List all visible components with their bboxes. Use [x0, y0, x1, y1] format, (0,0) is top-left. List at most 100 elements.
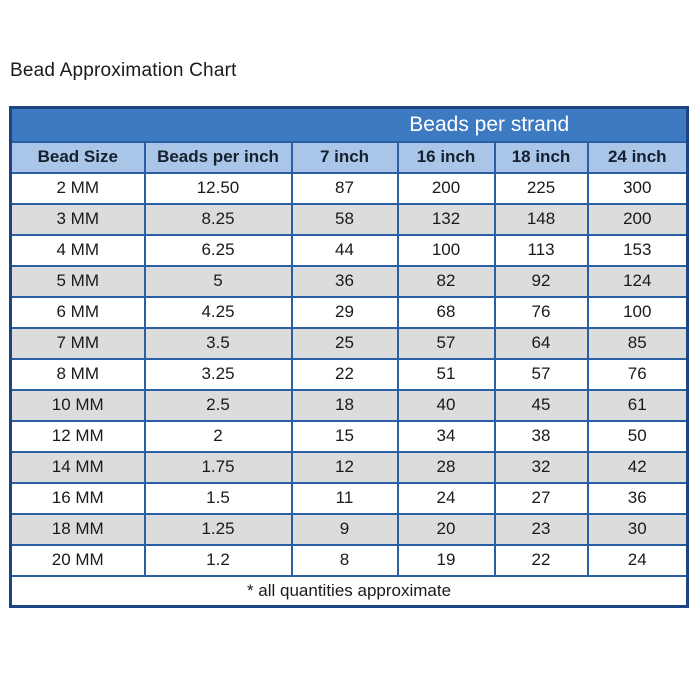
table-cell: 4.25: [143, 295, 293, 329]
table-cell: 32: [493, 450, 589, 484]
table-cell: 24: [396, 481, 496, 515]
table-cell: 132: [396, 202, 496, 236]
table-cell: 58: [290, 202, 399, 236]
table-cell: 7 MM: [9, 326, 146, 360]
footnote-row: * all quantities approximate: [9, 574, 689, 608]
table-cell: 5: [143, 264, 293, 298]
table-cell: 76: [493, 295, 589, 329]
table-cell: 6 MM: [9, 295, 146, 329]
table-cell: 36: [586, 481, 689, 515]
table-cell: 8: [290, 543, 399, 577]
table-row: 2 MM 12.50 87 200 225 300: [9, 171, 689, 205]
table-cell: 124: [586, 264, 689, 298]
table-cell: 24: [586, 543, 689, 577]
table-cell: 64: [493, 326, 589, 360]
table-cell: 3 MM: [9, 202, 146, 236]
page-title: Bead Approximation Chart: [10, 60, 237, 81]
table-cell: 200: [586, 202, 689, 236]
table-cell: 18 MM: [9, 512, 146, 546]
column-header-24-inch: 24 inch: [586, 140, 689, 174]
table-cell: 45: [493, 388, 589, 422]
bead-approximation-table: Beads per strand Bead Size Beads per inc…: [9, 106, 689, 608]
table-cell: 100: [586, 295, 689, 329]
table-cell: 34: [396, 419, 496, 453]
column-header-bead-size: Bead Size: [9, 140, 146, 174]
table-cell: 2: [143, 419, 293, 453]
table-cell: 14 MM: [9, 450, 146, 484]
table-row: 12 MM 2 15 34 38 50: [9, 419, 689, 453]
table-cell: 12 MM: [9, 419, 146, 453]
table-cell: 300: [586, 171, 689, 205]
table-row: 18 MM 1.25 9 20 23 30: [9, 512, 689, 546]
table-cell: 5 MM: [9, 264, 146, 298]
table-cell: 92: [493, 264, 589, 298]
table-cell: 27: [493, 481, 589, 515]
table-cell: 153: [586, 233, 689, 267]
table-cell: 1.2: [143, 543, 293, 577]
table-cell: 36: [290, 264, 399, 298]
table-cell: 20 MM: [9, 543, 146, 577]
table-cell: 57: [493, 357, 589, 391]
table-cell: 12: [290, 450, 399, 484]
table-cell: 15: [290, 419, 399, 453]
table-cell: 87: [290, 171, 399, 205]
table-cell: 148: [493, 202, 589, 236]
table-cell: 82: [396, 264, 496, 298]
table-cell: 4 MM: [9, 233, 146, 267]
table-cell: 85: [586, 326, 689, 360]
table-footnote: * all quantities approximate: [9, 574, 689, 608]
table-cell: 28: [396, 450, 496, 484]
table-cell: 51: [396, 357, 496, 391]
table-cell: 11: [290, 481, 399, 515]
table-row: 3 MM 8.25 58 132 148 200: [9, 202, 689, 236]
table-cell: 113: [493, 233, 589, 267]
table-cell: 18: [290, 388, 399, 422]
table-row: 6 MM 4.25 29 68 76 100: [9, 295, 689, 329]
table-cell: 16 MM: [9, 481, 146, 515]
table-cell: 1.25: [143, 512, 293, 546]
table-cell: 3.25: [143, 357, 293, 391]
table-cell: 29: [290, 295, 399, 329]
table-cell: 50: [586, 419, 689, 453]
table-cell: 22: [493, 543, 589, 577]
table-cell: 40: [396, 388, 496, 422]
column-header-beads-per-inch: Beads per inch: [143, 140, 293, 174]
column-header-16-inch: 16 inch: [396, 140, 496, 174]
table-body: 2 MM 12.50 87 200 225 300 3 MM 8.25 58 132 148 200 4…: [9, 171, 689, 577]
table-cell: 22: [290, 357, 399, 391]
table-cell: 10 MM: [9, 388, 146, 422]
table-cell: 3.5: [143, 326, 293, 360]
strand-band-row: Beads per strand: [9, 106, 689, 143]
table-cell: 76: [586, 357, 689, 391]
table-cell: 57: [396, 326, 496, 360]
table-cell: 1.75: [143, 450, 293, 484]
table-cell: 8 MM: [9, 357, 146, 391]
column-header-row: Bead Size Beads per inch 7 inch 16 inch …: [9, 140, 689, 174]
column-header-7-inch: 7 inch: [290, 140, 399, 174]
table-row: 7 MM 3.5 25 57 64 85: [9, 326, 689, 360]
table-cell: 68: [396, 295, 496, 329]
table-row: 16 MM 1.5 11 24 27 36: [9, 481, 689, 515]
table-cell: 2 MM: [9, 171, 146, 205]
table-cell: 19: [396, 543, 496, 577]
table-row: 20 MM 1.2 8 19 22 24: [9, 543, 689, 577]
table-cell: 6.25: [143, 233, 293, 267]
table-cell: 12.50: [143, 171, 293, 205]
table-cell: 225: [493, 171, 589, 205]
table-cell: 42: [586, 450, 689, 484]
table-cell: 100: [396, 233, 496, 267]
table-row: 14 MM 1.75 12 28 32 42: [9, 450, 689, 484]
strand-band-label: Beads per strand: [290, 106, 689, 143]
table-cell: 61: [586, 388, 689, 422]
table-cell: 20: [396, 512, 496, 546]
strand-band-spacer: [9, 106, 293, 143]
table-cell: 9: [290, 512, 399, 546]
table-cell: 44: [290, 233, 399, 267]
table-cell: 23: [493, 512, 589, 546]
table-row: 8 MM 3.25 22 51 57 76: [9, 357, 689, 391]
table-row: 5 MM 5 36 82 92 124: [9, 264, 689, 298]
table-cell: 38: [493, 419, 589, 453]
table-cell: 25: [290, 326, 399, 360]
table-cell: 2.5: [143, 388, 293, 422]
